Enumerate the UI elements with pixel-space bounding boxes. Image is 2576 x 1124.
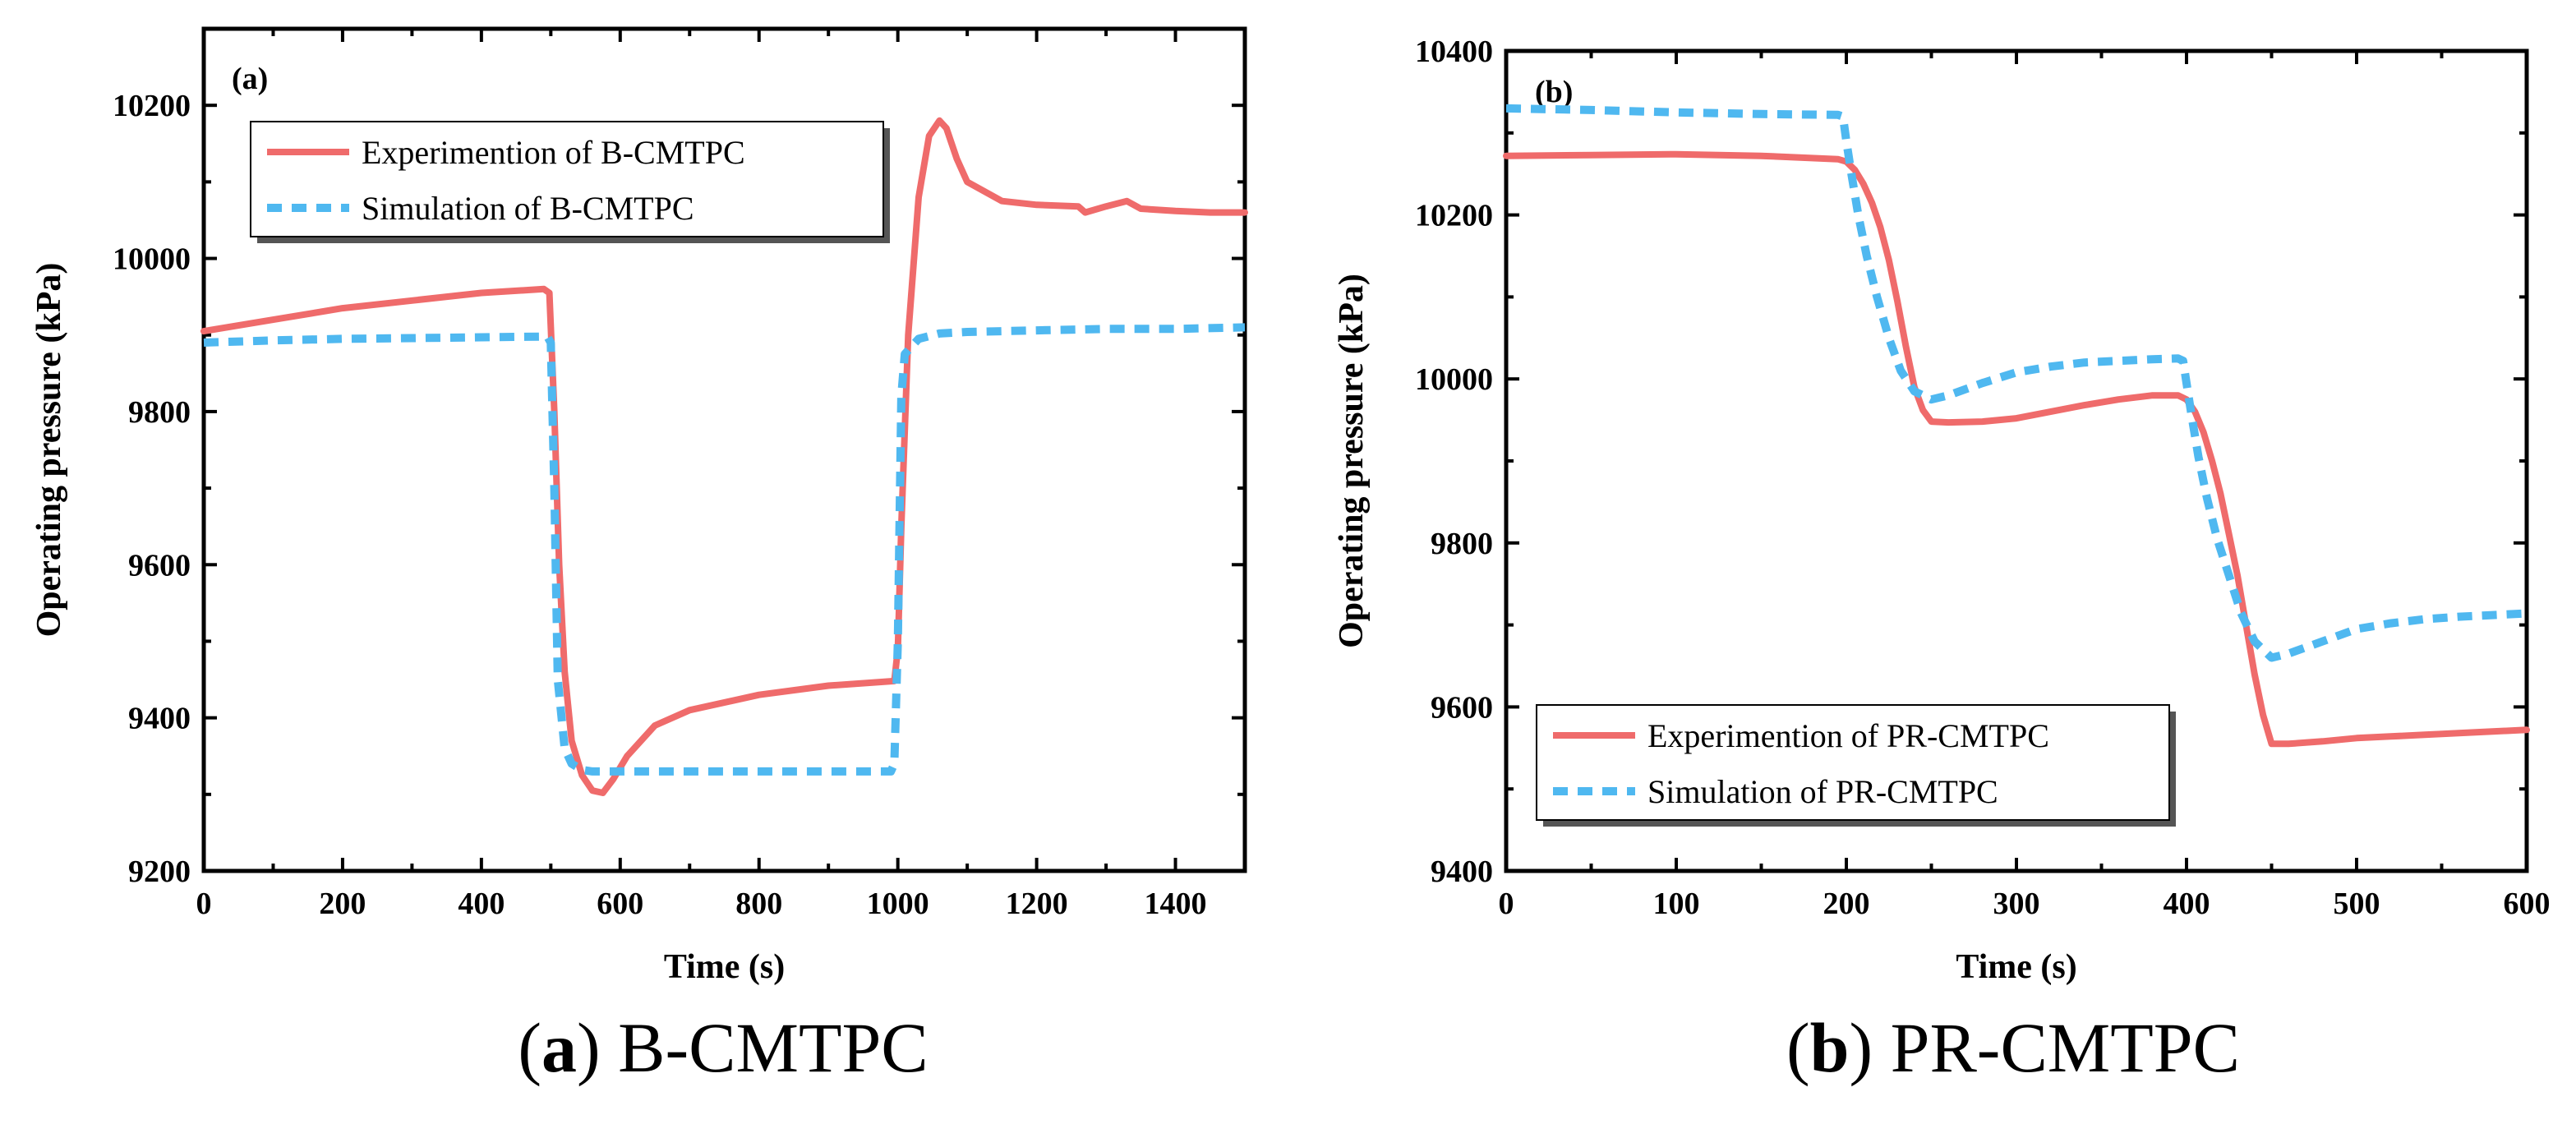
x-tick-label: 1200 xyxy=(1006,887,1068,921)
y-axis-title: Operating pressure (kPa) xyxy=(1333,274,1371,648)
y-tick-label: 10000 xyxy=(113,242,191,277)
x-axis-title: Time (s) xyxy=(1956,948,2076,986)
caption-b: (b) PR-CMTPC xyxy=(1786,1008,2240,1087)
y-tick-label: 10200 xyxy=(1415,199,1493,233)
caption-b-tag: b xyxy=(1809,1008,1850,1087)
x-axis-title: Time (s) xyxy=(664,948,785,986)
y-tick-label: 10200 xyxy=(113,89,191,123)
x-tick-label: 400 xyxy=(2164,887,2210,921)
legend-experiment-label: Experimention of PR-CMTPC xyxy=(1647,717,2049,754)
y-tick-label: 10000 xyxy=(1415,362,1493,397)
x-tick-label: 200 xyxy=(319,887,366,921)
x-tick-label: 1400 xyxy=(1145,887,1207,921)
legend-simulation-label: Simulation of PR-CMTPC xyxy=(1647,773,1998,810)
y-tick-label: 9600 xyxy=(128,548,191,583)
caption-a-tag: a xyxy=(541,1008,577,1087)
y-tick-label: 9600 xyxy=(1431,690,1493,725)
x-tick-label: 600 xyxy=(597,887,643,921)
x-tick-label: 800 xyxy=(735,887,782,921)
plot-frame xyxy=(201,26,1247,873)
x-tick-label: 0 xyxy=(1499,887,1514,921)
y-tick-label: 9200 xyxy=(128,855,191,889)
x-tick-label: 300 xyxy=(1993,887,2040,921)
y-axis-title: Operating pressure (kPa) xyxy=(30,263,68,638)
experiment-series-line xyxy=(1503,150,2530,748)
y-tick-label: 9400 xyxy=(1431,855,1493,889)
chart-panel-b: 0 100 200 300 400 500 600 9400 9600 9800 10000 1020… xyxy=(1333,35,2551,986)
x-tick-label: 0 xyxy=(196,887,212,921)
simulation-series-line xyxy=(203,323,1246,776)
simulation-series-line xyxy=(1505,104,2528,662)
caption-b-text: PR-CMTPC xyxy=(1890,1008,2240,1087)
y-tick-label: 10400 xyxy=(1415,35,1493,69)
x-tick-label: 200 xyxy=(1823,887,1870,921)
chart-panel-a: 0 200 400 600 800 1000 1200 1400 9200 9400 9600 980… xyxy=(30,26,1248,986)
y-tick-label: 9800 xyxy=(128,395,191,430)
experiment-series-line xyxy=(200,117,1248,796)
caption-a: (a) B-CMTPC xyxy=(518,1008,929,1087)
legend-experiment-label: Experimention of B-CMTPC xyxy=(362,134,745,171)
panel-tag: (a) xyxy=(232,62,268,96)
x-tick-label: 500 xyxy=(2334,887,2380,921)
caption-a-text: B-CMTPC xyxy=(618,1008,929,1087)
x-tick-label: 600 xyxy=(2504,887,2551,921)
y-tick-label: 9800 xyxy=(1431,527,1493,561)
x-tick-label: 400 xyxy=(458,887,505,921)
legend-simulation-label: Simulation of B-CMTPC xyxy=(362,190,694,227)
legend-box xyxy=(1536,704,2170,821)
x-tick-label: 100 xyxy=(1653,887,1700,921)
x-tick-label: 1000 xyxy=(867,887,929,921)
legend-box xyxy=(250,121,884,237)
panel-tag: (b) xyxy=(1535,75,1573,109)
y-tick-label: 9400 xyxy=(128,702,191,736)
